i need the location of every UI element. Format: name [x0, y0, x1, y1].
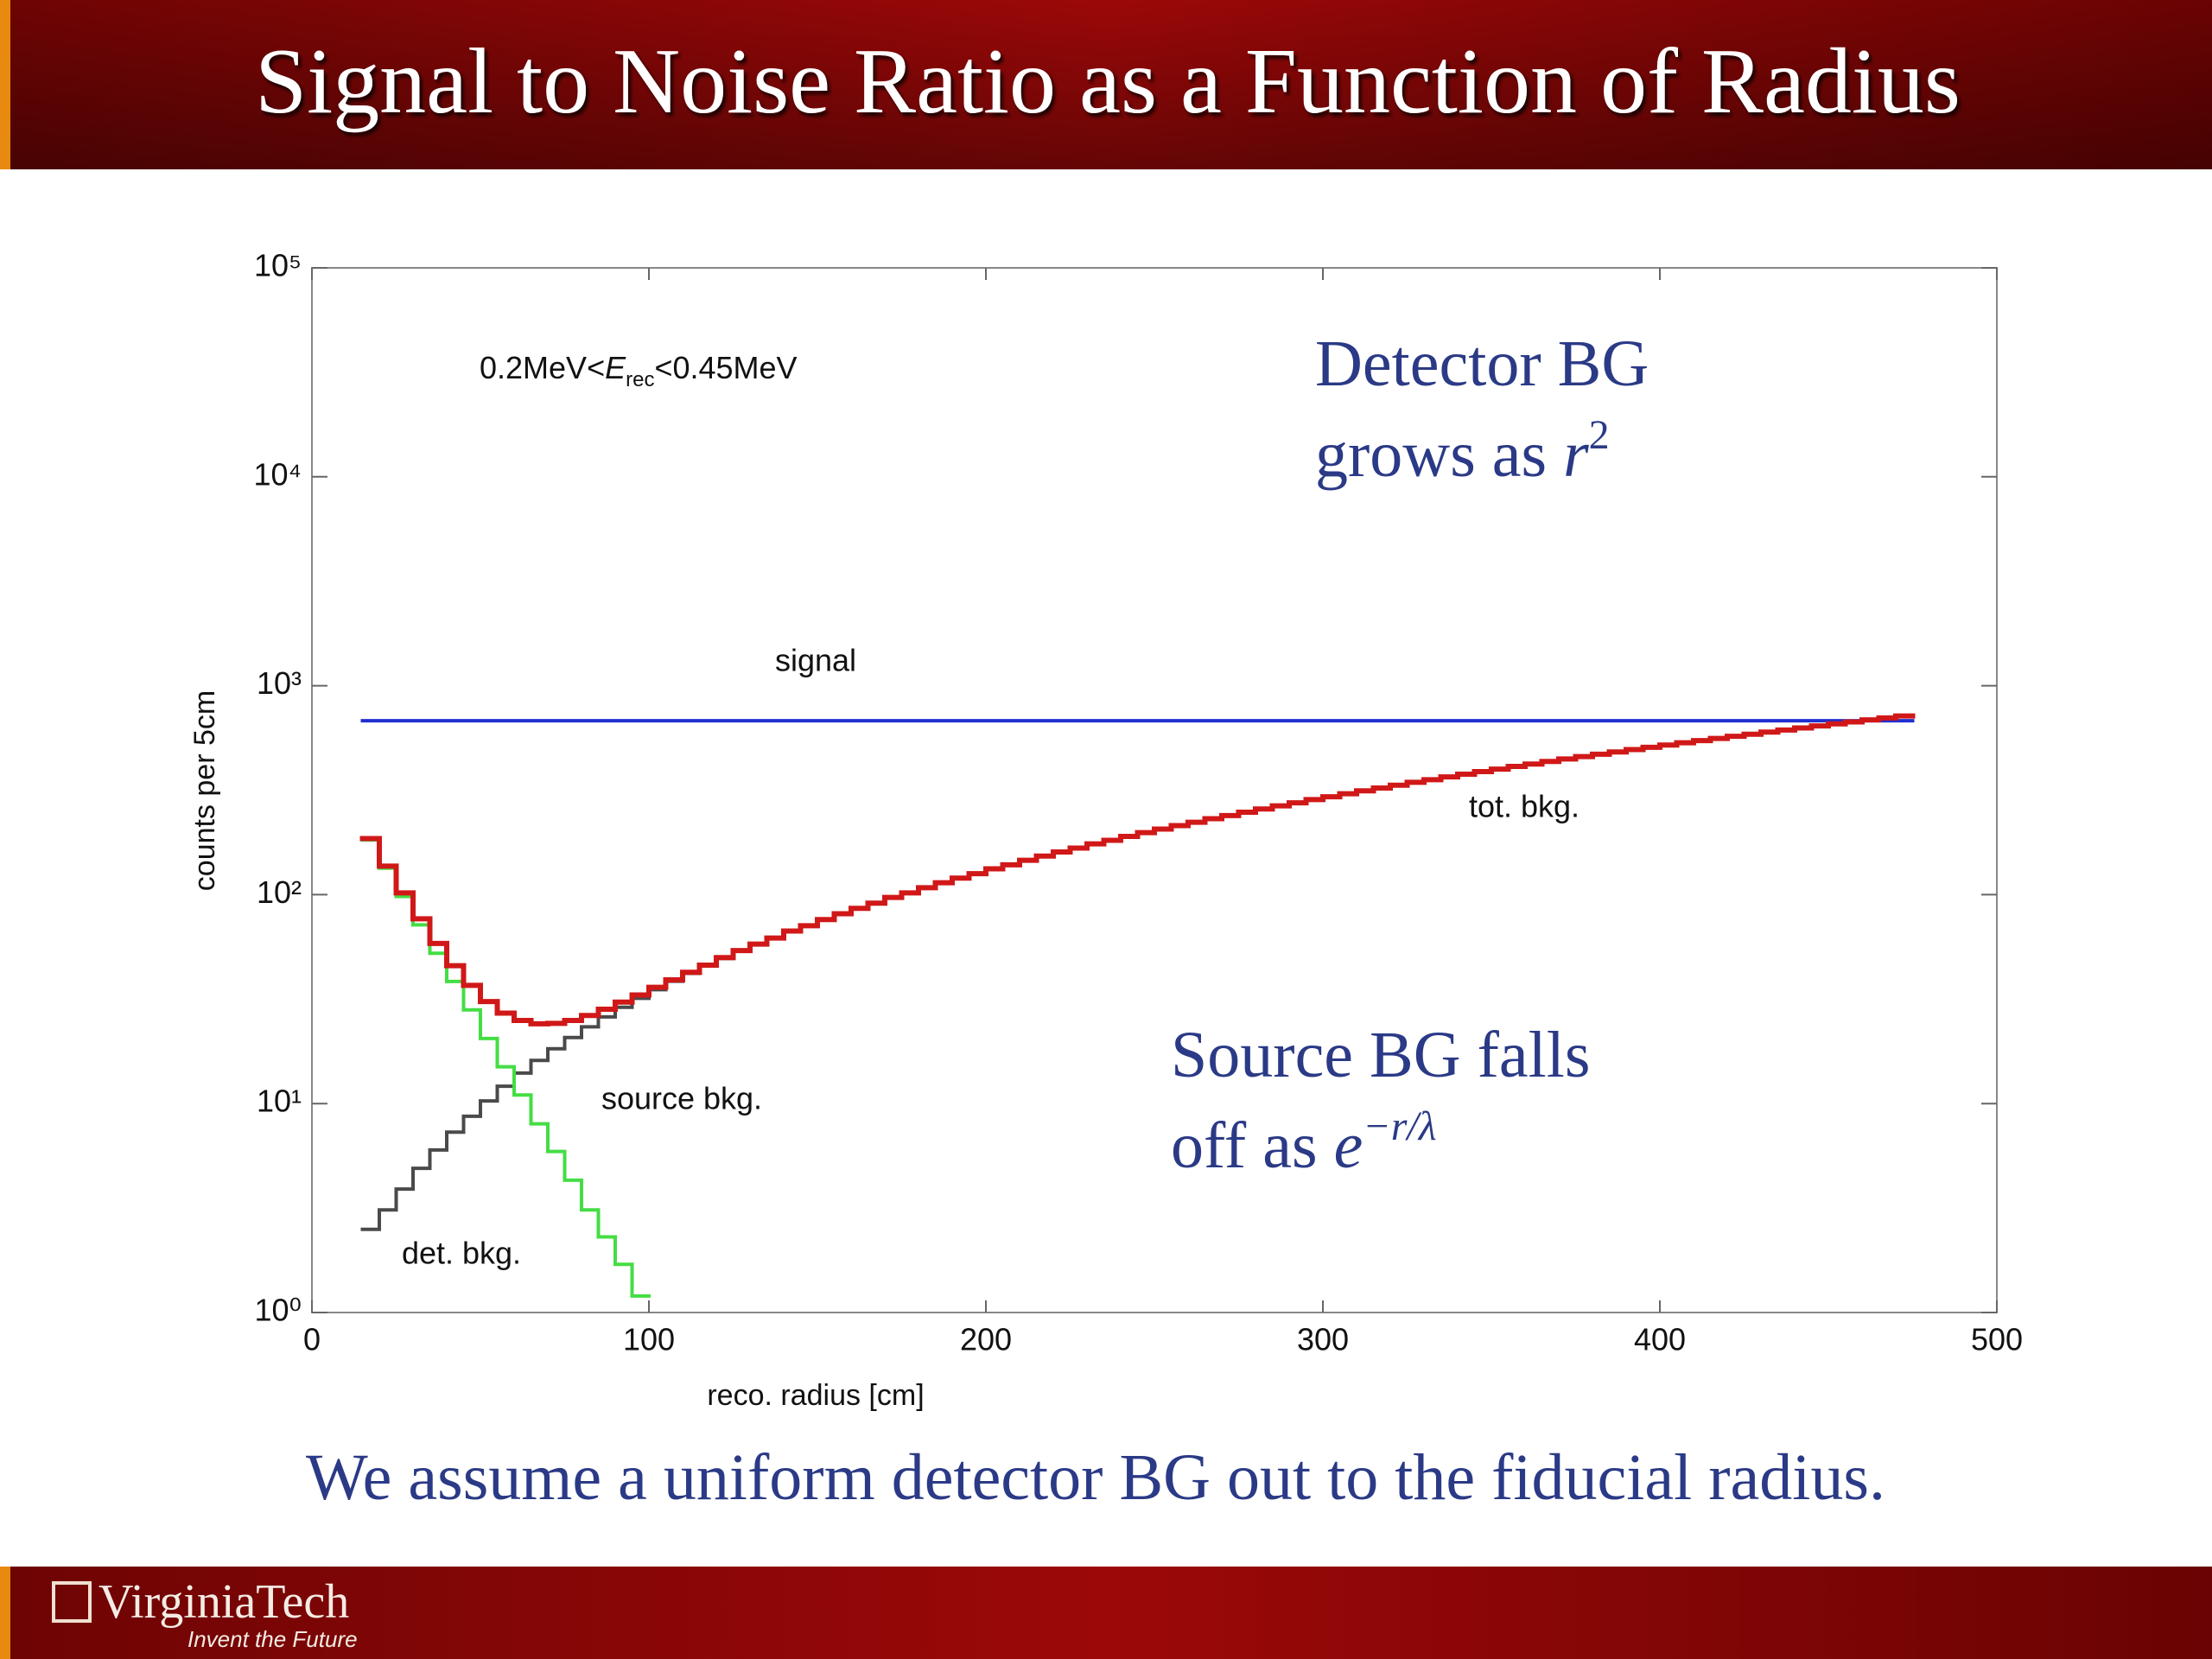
note-text: grows as [1315, 418, 1563, 491]
x-tick-label: 500 [1971, 1322, 2023, 1357]
plot-frame [311, 267, 1998, 1313]
source-note: Source BG falls [1171, 1019, 1590, 1091]
note-var: e [1334, 1109, 1363, 1182]
y-tick-label: 10⁴ [253, 456, 302, 492]
logo-emblem [52, 1581, 92, 1623]
logo: VirginiaTech [99, 1575, 349, 1629]
note-var: r [1563, 418, 1589, 491]
footer-accent [0, 1567, 10, 1659]
y-tick-label: 10⁵ [254, 248, 302, 283]
x-tick-label: 300 [1297, 1322, 1349, 1357]
y-tick-label: 10⁰ [255, 1293, 302, 1328]
y-tick-label: 10³ [257, 665, 302, 701]
x-tick-label: 100 [623, 1322, 675, 1357]
energy-text: 0.2MeV< [480, 350, 605, 385]
tagline: Invent the Future [188, 1626, 358, 1652]
chart: reco. radius [cm] counts per 5cm 0.2MeV<… [188, 248, 2023, 1412]
title-bar-shade [0, 0, 2212, 169]
detector-note: grows as r2 [1315, 412, 1610, 491]
detector-note: Detector BG [1315, 327, 1649, 400]
y-tick-label: 10² [257, 874, 302, 910]
caption: We assume a uniform detector BG out to t… [306, 1441, 1885, 1514]
x-tick-label: 400 [1634, 1322, 1686, 1357]
y-tick-label: 10¹ [257, 1084, 302, 1119]
energy-text: <0.45MeV [654, 350, 797, 385]
x-tick-label: 200 [960, 1322, 1012, 1357]
note-text: off as [1171, 1109, 1334, 1182]
energy-sub: rec [626, 368, 654, 391]
x-tick-label: 0 [303, 1322, 321, 1357]
source-note: off as e−r/λ [1171, 1103, 1437, 1182]
note-sup: 2 [1589, 412, 1610, 458]
y-axis-label: counts per 5cm [188, 690, 221, 891]
title-accent [0, 0, 10, 169]
energy-var: E [605, 350, 626, 385]
slide-title: Signal to Noise Ratio as a Function of R… [255, 30, 1961, 133]
energy-range: 0.2MeV<Erec<0.45MeV [480, 350, 798, 391]
note-sup: −r/λ [1363, 1103, 1436, 1149]
series-label: det. bkg. [402, 1236, 521, 1271]
series-label: tot. bkg. [1469, 789, 1580, 824]
footer-bar [0, 1567, 2212, 1659]
series-label: source bkg. [601, 1081, 762, 1116]
series-label: signal [775, 643, 856, 678]
x-axis-label: reco. radius [cm] [707, 1379, 924, 1412]
step-riser [377, 715, 1898, 1024]
